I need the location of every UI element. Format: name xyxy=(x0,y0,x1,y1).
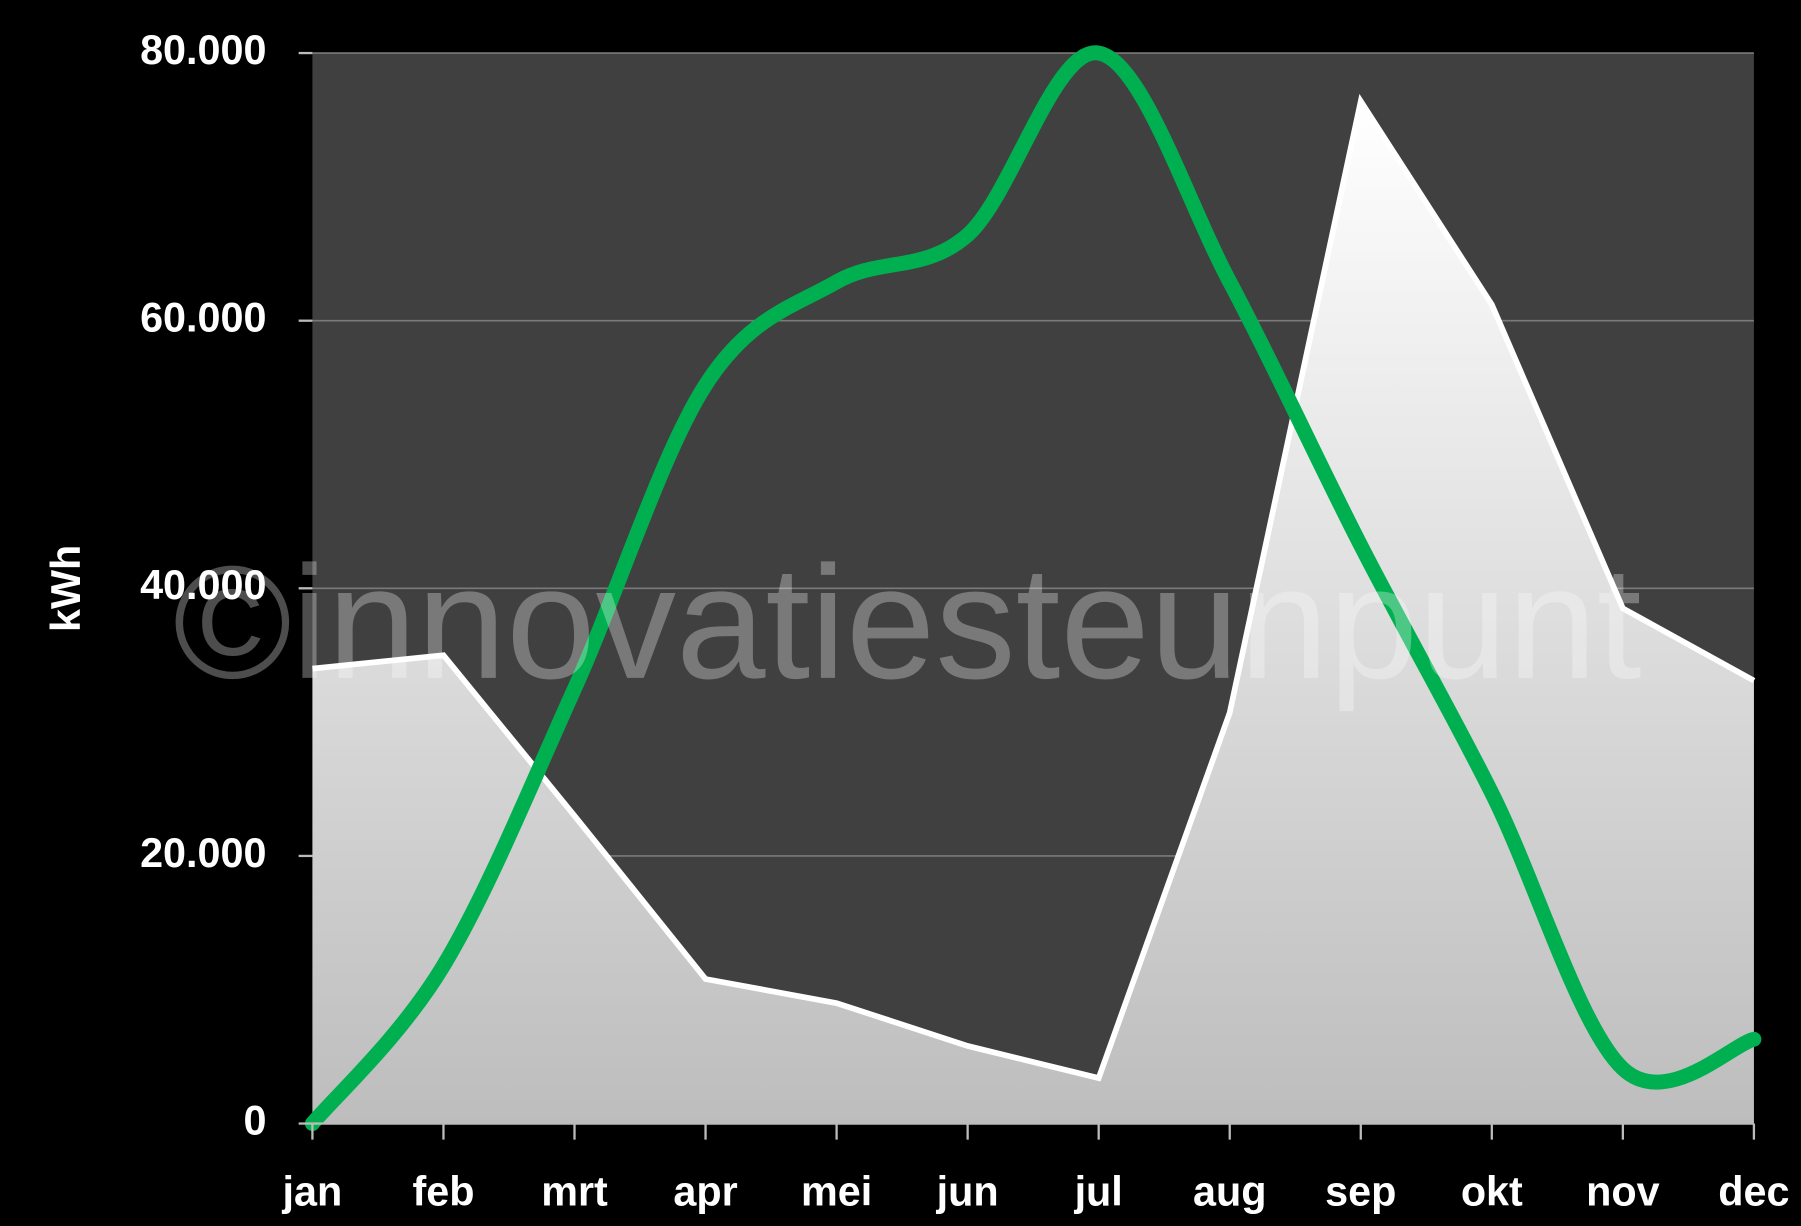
x-tick-label: okt xyxy=(1461,1169,1523,1215)
area-edge xyxy=(312,93,1756,1082)
watermark: ©innovatiesteunpunt xyxy=(173,533,1641,713)
y-tick-label: 60.000 xyxy=(140,295,266,341)
x-tick-label: mei xyxy=(801,1169,872,1215)
x-tick-label: sep xyxy=(1325,1169,1396,1215)
x-tick-label: feb xyxy=(412,1169,474,1215)
line xyxy=(304,45,1762,1132)
x-tick-label: nov xyxy=(1586,1169,1659,1215)
x-tick-label: jul xyxy=(1074,1169,1123,1215)
x-tick-label: jan xyxy=(282,1169,343,1215)
y-tick-label: 20.000 xyxy=(140,830,266,876)
y-tick-label: 80.000 xyxy=(140,27,266,73)
x-tick-label: dec xyxy=(1718,1169,1789,1215)
area xyxy=(312,101,1754,1124)
x-tick-label: mrt xyxy=(541,1169,608,1215)
x-tick-label: jun xyxy=(936,1169,999,1215)
x-tick-label: aug xyxy=(1193,1169,1266,1215)
x-tick-label: apr xyxy=(673,1169,737,1215)
y-axis-label: kWh xyxy=(43,545,89,632)
y-tick-label: 40.000 xyxy=(140,562,266,608)
y-tick-label: 0 xyxy=(243,1097,266,1143)
